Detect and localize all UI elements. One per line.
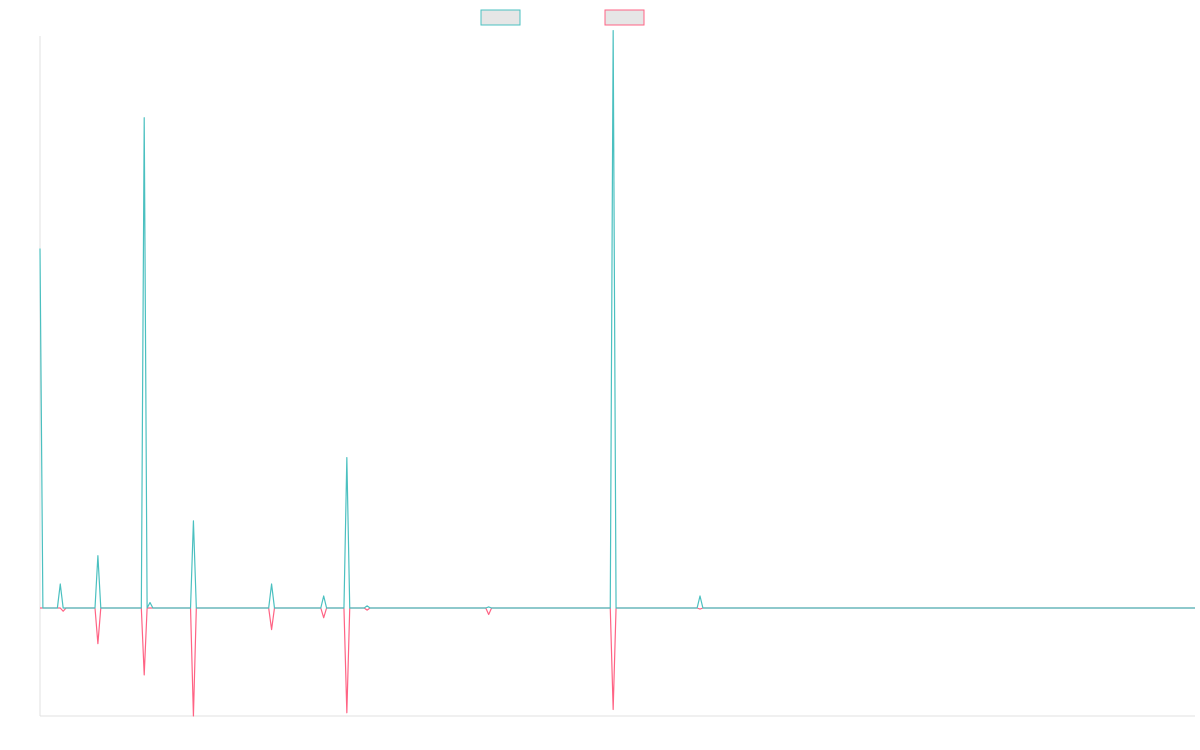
legend[interactable] (480, 9, 645, 26)
series-group (39, 29, 1195, 717)
series-line-series_b (40, 607, 1195, 717)
series-line-series_a (39, 29, 1195, 609)
legend-swatch-series_b[interactable] (604, 9, 645, 26)
legend-swatch-series_a[interactable] (480, 9, 521, 26)
